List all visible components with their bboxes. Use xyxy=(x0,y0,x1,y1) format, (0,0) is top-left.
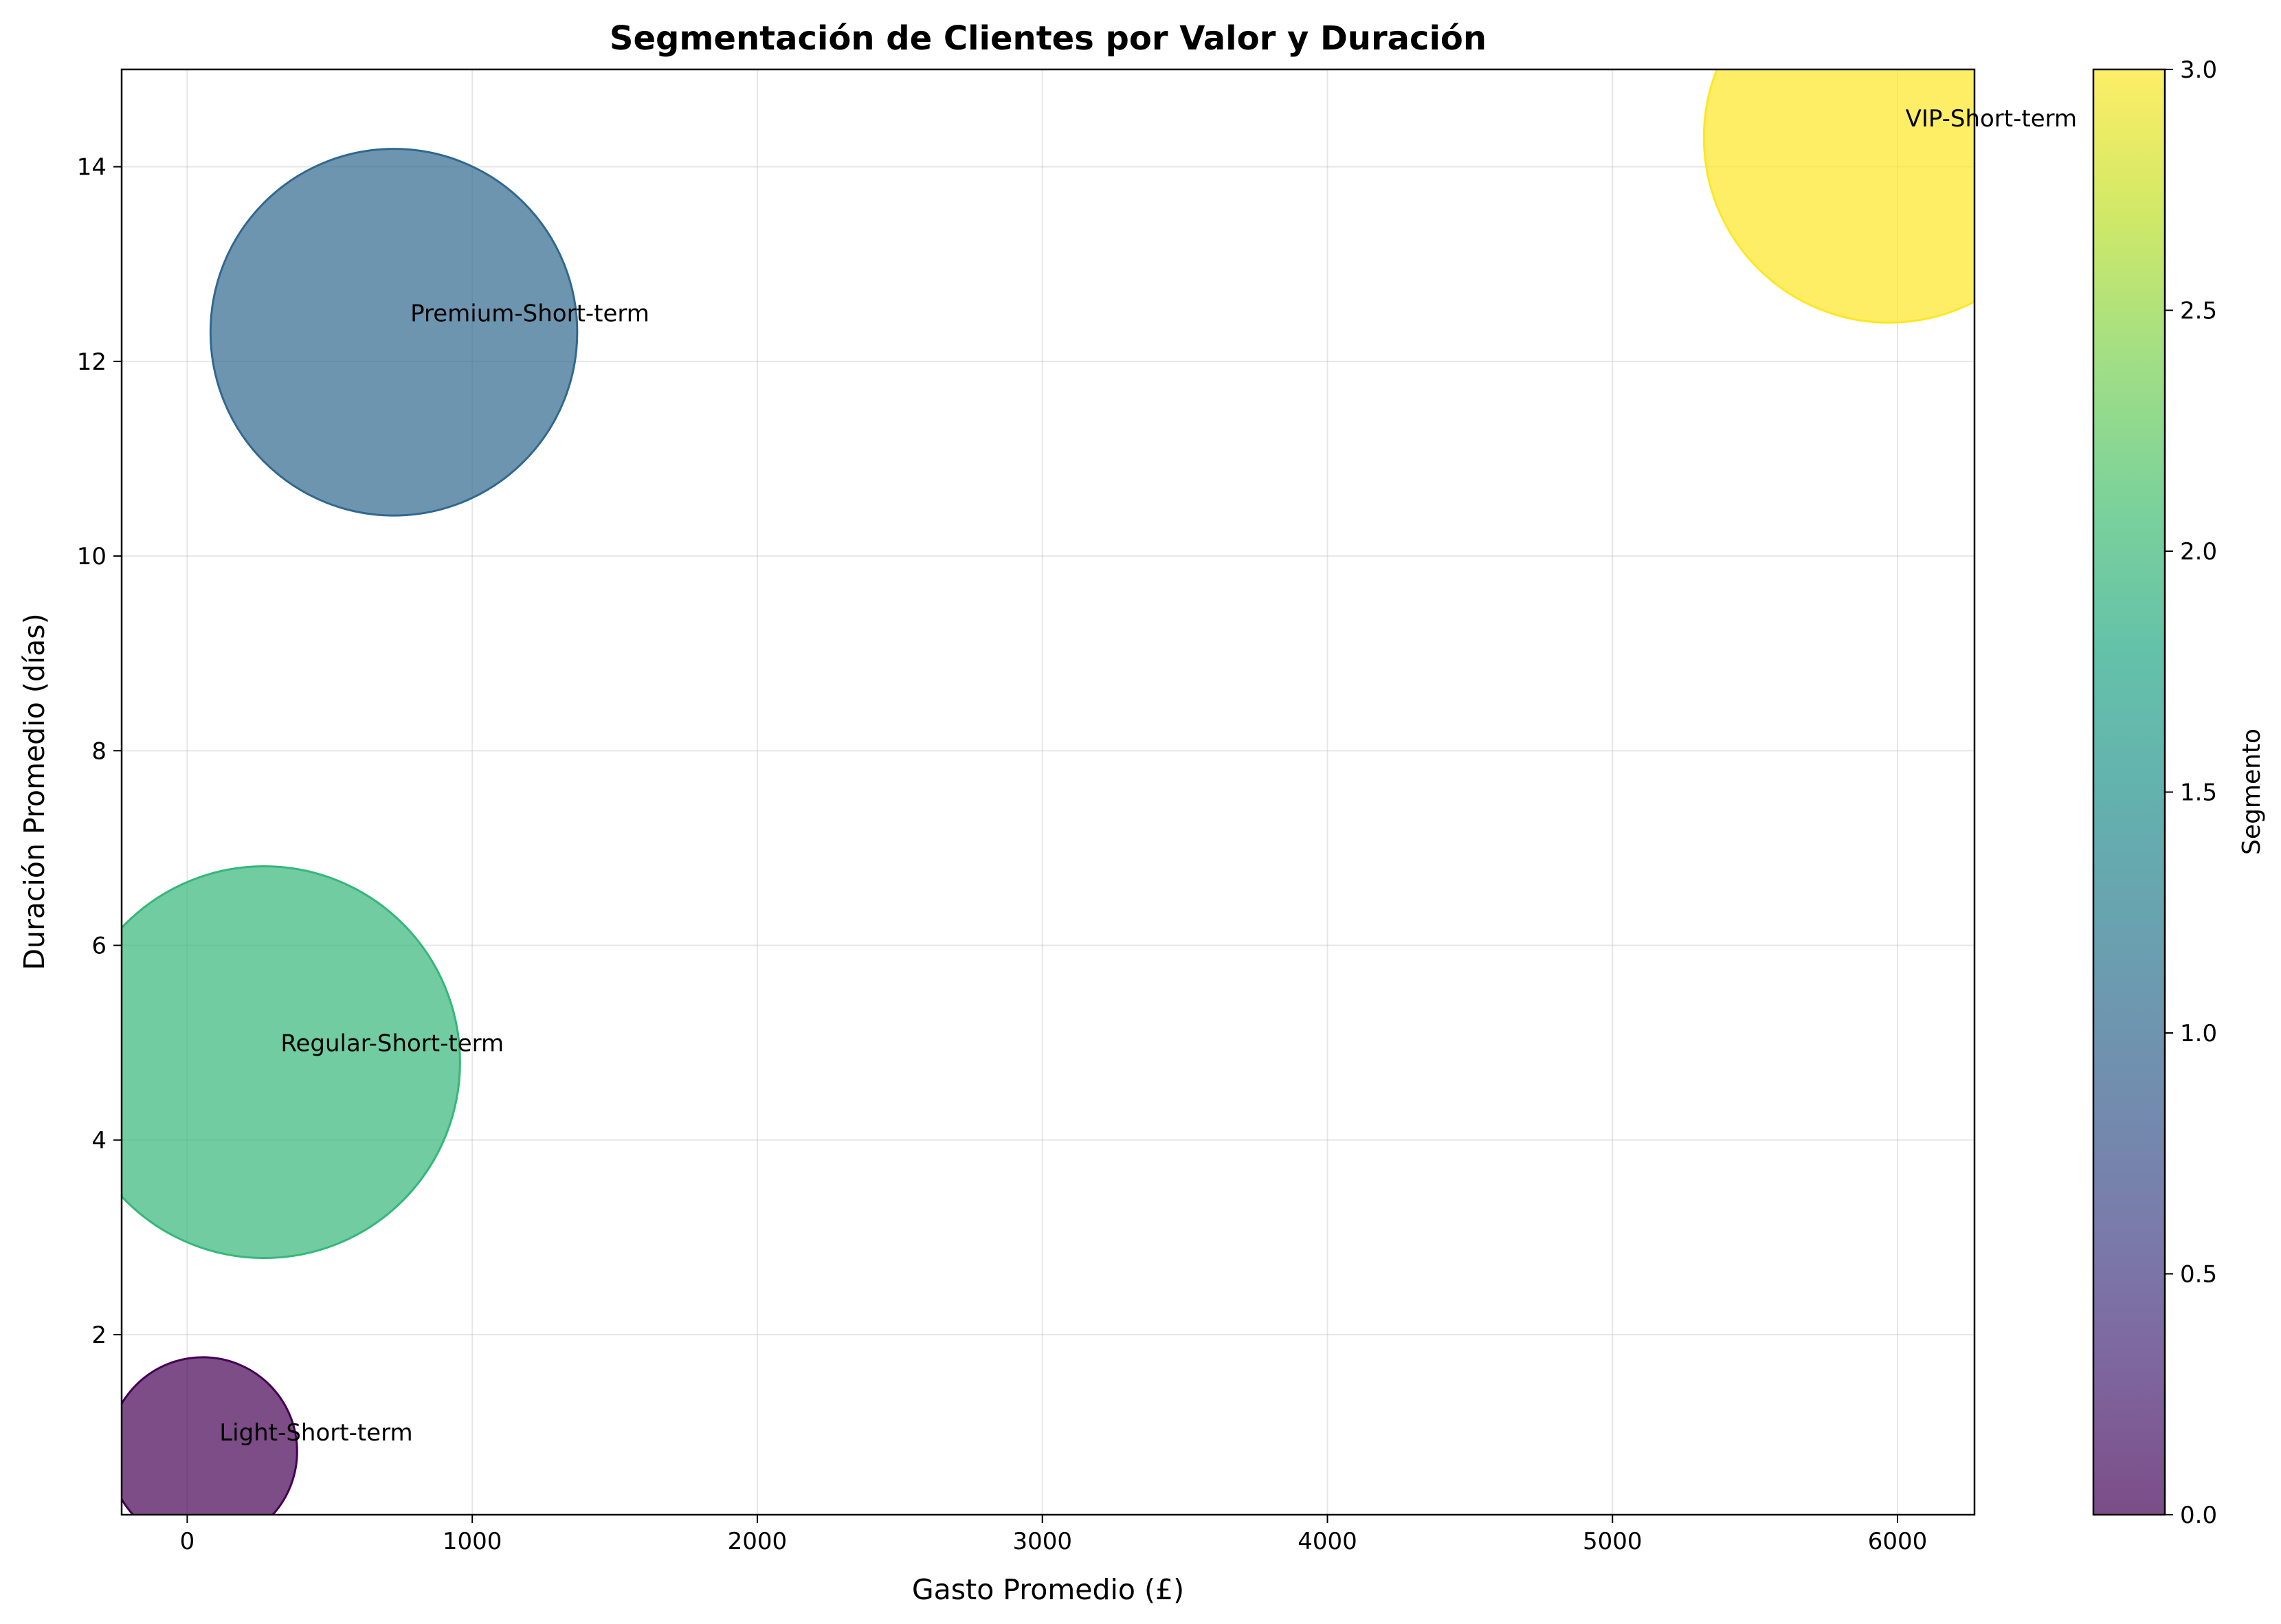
y-axis-label: Duración Promedio (días) xyxy=(18,613,51,970)
x-tick-label: 5000 xyxy=(1583,1528,1643,1555)
data-point xyxy=(122,865,461,1259)
y-tick-label: 4 xyxy=(91,1127,107,1155)
point-label: Premium-Short-term xyxy=(410,300,649,327)
colorbar-tick-label: 2.5 xyxy=(2180,298,2217,325)
data-point xyxy=(209,148,579,517)
y-tick-label: 14 xyxy=(77,154,107,181)
y-tick-label: 12 xyxy=(77,348,107,376)
x-tick-label: 4000 xyxy=(1298,1528,1357,1555)
point-label: Regular-Short-term xyxy=(280,1030,504,1057)
y-tick-label: 10 xyxy=(77,543,107,570)
x-axis-label: Gasto Promedio (£) xyxy=(912,1573,1184,1606)
chart-title: Segmentación de Clientes por Valor y Dur… xyxy=(610,19,1487,58)
point-label: Light-Short-term xyxy=(219,1419,412,1447)
x-tick-label: 6000 xyxy=(1868,1528,1928,1555)
colorbar-tick-label: 1.0 xyxy=(2180,1020,2217,1047)
x-tick-label: 1000 xyxy=(443,1528,502,1555)
colorbar-label: Segmento xyxy=(2238,728,2266,855)
colorbar-tick-label: 0.5 xyxy=(2180,1261,2217,1289)
y-tick-label: 6 xyxy=(91,933,107,960)
colorbar-tick-label: 1.5 xyxy=(2180,779,2217,807)
plot-frame xyxy=(120,68,1976,1516)
x-axis-ticks: 0 1000 2000 3000 4000 5000 6000 xyxy=(180,1515,1928,1555)
colorbar-ticks: 0.0 0.5 1.0 1.5 2.0 2.5 3.0 xyxy=(2165,56,2217,1529)
data-point xyxy=(1702,69,1974,324)
x-tick-label: 0 xyxy=(180,1528,195,1555)
points xyxy=(122,69,1974,1515)
grid xyxy=(122,69,1974,1515)
y-axis-ticks: 2 4 6 8 10 12 14 xyxy=(77,154,122,1349)
colorbar-tick-label: 2.0 xyxy=(2180,538,2217,566)
colorbar-tick-label: 0.0 xyxy=(2180,1502,2217,1529)
colorbar-tick-label: 3.0 xyxy=(2180,56,2217,84)
y-tick-label: 8 xyxy=(91,737,107,765)
x-tick-label: 2000 xyxy=(728,1528,788,1555)
point-label: VIP-Short-term xyxy=(1906,105,2078,133)
data-point xyxy=(122,1356,298,1515)
x-tick-label: 3000 xyxy=(1012,1528,1072,1555)
annotations: Light-Short-term Premium-Short-term Regula… xyxy=(219,105,2077,1447)
y-tick-label: 2 xyxy=(91,1322,107,1349)
colorbar xyxy=(2092,68,2166,1516)
